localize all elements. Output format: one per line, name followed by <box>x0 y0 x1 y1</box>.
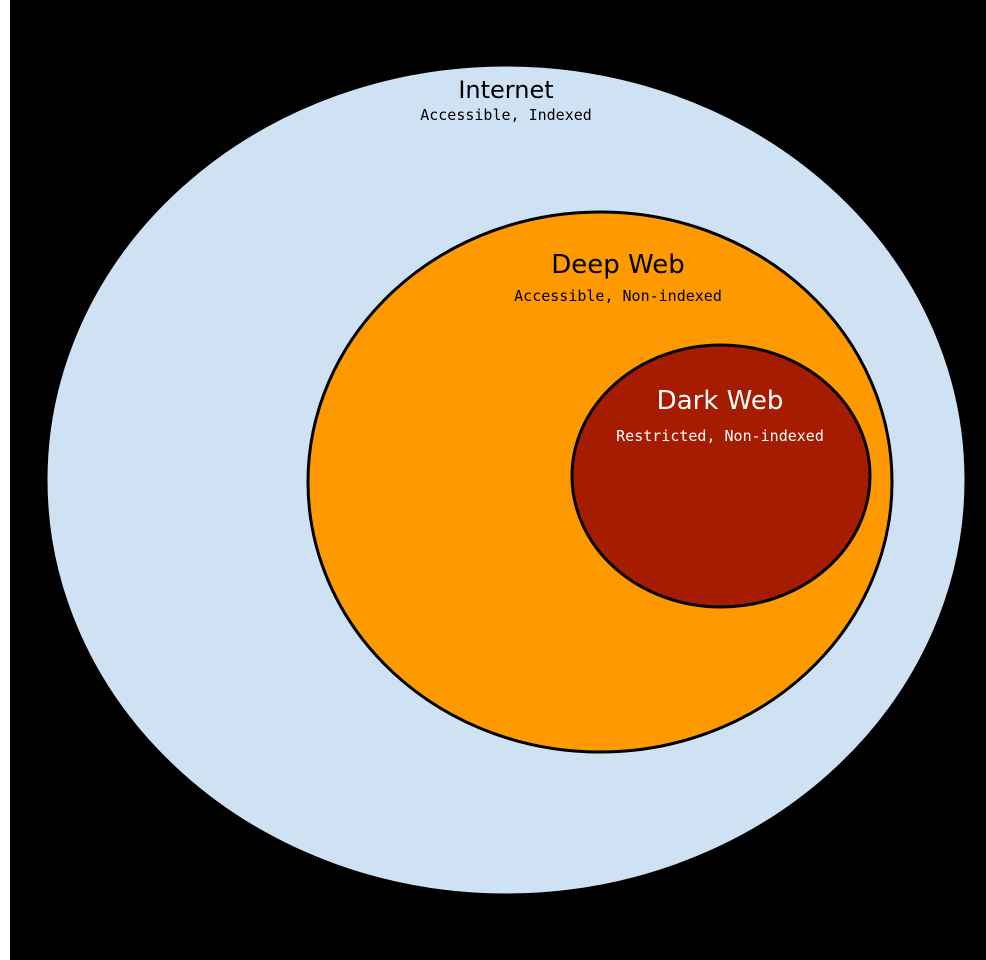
dark-web-layer: Dark Web Restricted, Non-indexed <box>570 343 872 609</box>
internet-description: Accessible, Indexed <box>420 106 592 124</box>
deep-web-title: Deep Web <box>551 250 684 280</box>
internet-title: Internet <box>458 76 553 104</box>
dark-web-ellipse <box>570 343 872 609</box>
dark-web-description: Restricted, Non-indexed <box>616 427 824 445</box>
deep-web-description: Accessible, Non-indexed <box>514 287 722 305</box>
dark-web-title: Dark Web <box>657 386 784 416</box>
